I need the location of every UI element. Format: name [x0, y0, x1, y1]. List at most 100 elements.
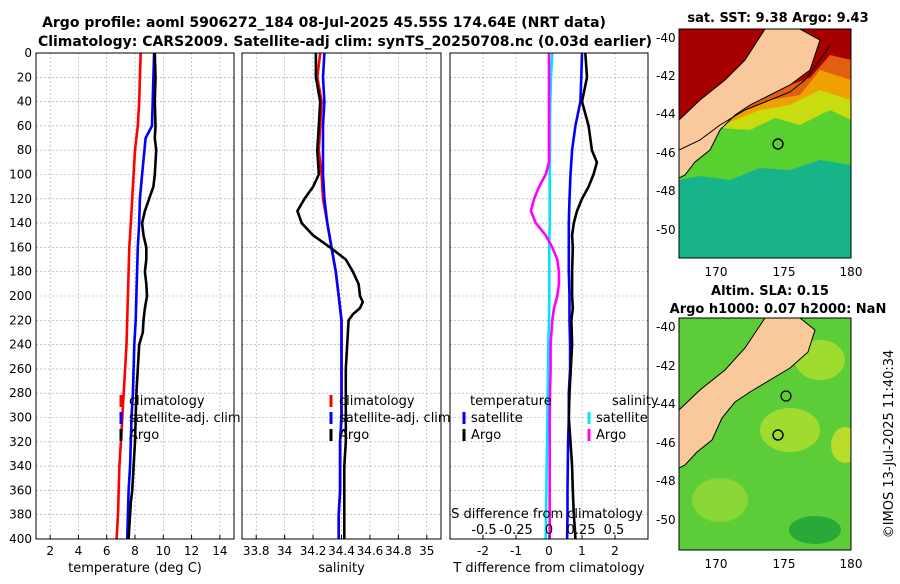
legend-label-argo: Argo: [129, 428, 159, 443]
series-line-satellite-adj-clim: [125, 52, 156, 540]
lat-tick: -42: [656, 359, 676, 373]
x-tick-label: 1: [578, 544, 586, 558]
legend-label-t-argo: Argo: [471, 428, 501, 443]
series-line-argo: [296, 53, 365, 539]
x-tick-label: 35: [419, 544, 434, 558]
depth-tick-label: 260: [9, 362, 32, 376]
legend-label-climatology: climatology: [129, 394, 205, 409]
s-tick: -0.25: [499, 523, 533, 538]
legend-label-s-argo: Argo: [596, 428, 626, 443]
x-tick-label: 34.2: [300, 544, 327, 558]
series-line-t-satellite: [565, 52, 584, 540]
sla-map: Altim. SLA: 0.15 Argo h1000: 0.07 h2000:…: [656, 284, 886, 571]
depth-tick-label: 140: [9, 216, 32, 230]
sla-map-yticks: -40 -42 -44 -46 -48 -50: [656, 320, 676, 527]
temperature-legend: climatology satellite-adj. clim Argo: [119, 394, 241, 443]
lat-tick: -46: [656, 146, 676, 160]
depth-tick-label: 20: [17, 70, 32, 84]
salinity-panel: 33.8 34 34.2 34.4 34.6 34.8 35 salinity: [241, 52, 442, 576]
imos-stamp: ©IMOS 13-Jul-2025 11:40:34: [882, 350, 897, 539]
s-tick: -0.5: [471, 523, 496, 538]
s-difference-ticks: -0.5 -0.25 0 0.25 0.5: [471, 523, 624, 538]
legend-title-salinity: salinity: [612, 394, 659, 409]
series-line-t-argo: [567, 52, 599, 540]
depth-tick-label: 280: [9, 386, 32, 400]
figure-title-line2: Climatology: CARS2009. Satellite-adj cli…: [38, 34, 652, 50]
x-tick-label: 34.4: [328, 544, 355, 558]
difference-panel: -2 -1 0 1 2 T difference from climatology: [449, 52, 649, 576]
x-tick-label: 2: [611, 544, 619, 558]
depth-tick-label: 0: [24, 46, 32, 60]
depth-tick-label: 180: [9, 265, 32, 279]
legend-label-argo: Argo: [339, 428, 369, 443]
depth-tick-label: 400: [9, 532, 32, 546]
sst-map-xticks: 170 175 180: [705, 265, 863, 279]
figure-title-line1: Argo profile: aoml 5906272_184 08-Jul-20…: [42, 15, 606, 31]
depth-tick-label: 240: [9, 338, 32, 352]
depth-tick-label: 320: [9, 435, 32, 449]
south-island-land: [679, 29, 821, 179]
lat-tick: -40: [656, 320, 676, 334]
lat-tick: -50: [656, 513, 676, 527]
argo-location-marker: [772, 138, 784, 150]
difference-legend: temperature salinity satellite Argo sate…: [462, 394, 659, 443]
lon-tick: 170: [705, 557, 728, 571]
sla-anomaly-patch: [760, 408, 820, 452]
x-tick-label: 2: [46, 544, 54, 558]
sst-map-yticks: -40 -42 -44 -46 -48 -50: [656, 31, 676, 237]
depth-tick-label: 160: [9, 240, 32, 254]
depth-tick-label: 80: [17, 143, 32, 157]
series-line-s-argo: [529, 53, 561, 539]
s-tick: 0.5: [604, 523, 625, 538]
x-tick-label: 0: [545, 544, 553, 558]
x-axis-label: temperature (deg C): [68, 561, 202, 576]
sst-map-frame: [678, 28, 852, 259]
island-outline: [780, 390, 792, 402]
x-tick-label: 6: [103, 544, 111, 558]
s-difference-axis-label: S difference from climatology: [451, 507, 643, 522]
sst-map-title: sat. SST: 9.38 Argo: 9.43: [687, 11, 868, 26]
lat-tick: -42: [656, 69, 676, 83]
legend-label-t-satellite: satellite: [471, 411, 523, 426]
x-tick-label: 33.8: [243, 544, 270, 558]
depth-tick-label: 340: [9, 459, 32, 473]
lat-tick: -44: [656, 397, 676, 411]
sst-map: sat. SST: 9.38 Argo: 9.43 -40 -42 -44 -4…: [656, 11, 869, 279]
depth-tick-label: 120: [9, 192, 32, 206]
depth-tick-label: 300: [9, 411, 32, 425]
x-tick-label: 10: [156, 544, 171, 558]
depth-tick-label: 60: [17, 119, 32, 133]
lon-tick: 170: [705, 265, 728, 279]
sla-anomaly-patch: [831, 427, 851, 463]
legend-label-climatology: climatology: [339, 394, 415, 409]
x-tick-label: 14: [212, 544, 227, 558]
lon-tick: 180: [840, 557, 863, 571]
legend-label-s-satellite: satellite: [596, 411, 648, 426]
sla-map-title-line1: Altim. SLA: 0.15: [711, 284, 829, 299]
lon-tick: 175: [773, 265, 796, 279]
lon-tick: 175: [773, 557, 796, 571]
x-axis-label: salinity: [318, 561, 365, 576]
legend-label-satellite: satellite-adj. clim: [339, 411, 451, 426]
sla-anomaly-patch: [789, 516, 841, 544]
depth-tick-label: 200: [9, 289, 32, 303]
x-tick-label: 12: [184, 544, 199, 558]
x-tick-label: 4: [75, 544, 83, 558]
lat-tick: -48: [656, 474, 676, 488]
sla-anomaly-patch: [692, 478, 748, 522]
x-tick-label: 34.6: [357, 544, 384, 558]
sla-map-xticks: 170 175 180: [705, 557, 863, 571]
lat-tick: -44: [656, 107, 676, 121]
sla-map-title-line2: Argo h1000: 0.07 h2000: NaN: [670, 302, 887, 317]
s-tick: 0.25: [567, 523, 596, 538]
depth-tick-label: 100: [9, 168, 32, 182]
x-tick-label: -2: [477, 544, 489, 558]
lat-tick: -48: [656, 184, 676, 198]
sla-map-frame: [678, 317, 852, 551]
depth-tick-label: 380: [9, 508, 32, 522]
depth-tick-label: 360: [9, 483, 32, 497]
x-tick-label: -1: [510, 544, 522, 558]
s-tick: 0: [545, 523, 553, 538]
series-line-argo: [127, 52, 158, 540]
